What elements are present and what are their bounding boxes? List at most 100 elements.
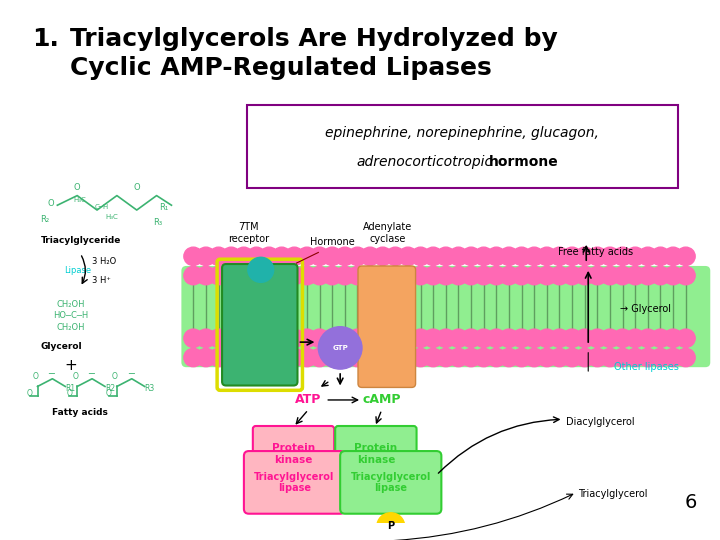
- Text: O: O: [72, 372, 78, 381]
- Circle shape: [260, 247, 279, 266]
- Circle shape: [361, 329, 379, 347]
- Circle shape: [550, 348, 569, 367]
- Circle shape: [260, 266, 279, 285]
- Circle shape: [348, 348, 367, 367]
- Circle shape: [285, 348, 304, 367]
- Text: Triacylglycerol
lipase: Triacylglycerol lipase: [351, 471, 431, 493]
- Circle shape: [562, 329, 582, 347]
- Text: Diacylglycerol: Diacylglycerol: [567, 417, 635, 427]
- Text: R₃: R₃: [153, 218, 163, 227]
- Text: ATP: ATP: [295, 394, 322, 407]
- FancyBboxPatch shape: [358, 266, 415, 387]
- Circle shape: [411, 329, 430, 347]
- Text: O: O: [133, 184, 140, 192]
- Text: Protein
kinase: Protein kinase: [272, 443, 315, 465]
- Circle shape: [676, 266, 696, 285]
- Circle shape: [487, 247, 505, 266]
- Circle shape: [197, 266, 215, 285]
- Text: ─: ─: [48, 369, 54, 379]
- Circle shape: [336, 247, 354, 266]
- Circle shape: [588, 247, 607, 266]
- Circle shape: [562, 266, 582, 285]
- Circle shape: [361, 247, 379, 266]
- Circle shape: [373, 348, 392, 367]
- Circle shape: [197, 348, 215, 367]
- Circle shape: [373, 247, 392, 266]
- Circle shape: [235, 266, 253, 285]
- Circle shape: [184, 266, 203, 285]
- Circle shape: [537, 247, 557, 266]
- Text: 6: 6: [685, 493, 698, 512]
- Circle shape: [575, 348, 594, 367]
- Circle shape: [373, 266, 392, 285]
- Circle shape: [386, 247, 405, 266]
- Text: cAMP: cAMP: [363, 394, 401, 407]
- Circle shape: [247, 348, 266, 367]
- Circle shape: [323, 348, 341, 367]
- Circle shape: [613, 329, 632, 347]
- Text: HO─C─H: HO─C─H: [53, 311, 88, 320]
- Circle shape: [197, 247, 215, 266]
- Text: P: P: [387, 521, 395, 531]
- Circle shape: [613, 348, 632, 367]
- Circle shape: [550, 329, 569, 347]
- Text: R3: R3: [145, 384, 155, 393]
- Text: Triacylglyceride: Triacylglyceride: [40, 236, 121, 245]
- Circle shape: [399, 329, 418, 347]
- FancyBboxPatch shape: [336, 426, 417, 482]
- Circle shape: [613, 266, 632, 285]
- Circle shape: [361, 348, 379, 367]
- Circle shape: [588, 266, 607, 285]
- Circle shape: [411, 266, 430, 285]
- Circle shape: [537, 348, 557, 367]
- Circle shape: [209, 266, 228, 285]
- Circle shape: [664, 348, 683, 367]
- Circle shape: [676, 247, 696, 266]
- Circle shape: [575, 247, 594, 266]
- Text: Cyclic AMP-Regulated Lipases: Cyclic AMP-Regulated Lipases: [71, 56, 492, 80]
- Text: O: O: [74, 184, 81, 192]
- Circle shape: [424, 247, 443, 266]
- Text: Free fatty acids: Free fatty acids: [559, 246, 634, 256]
- Circle shape: [525, 247, 544, 266]
- Circle shape: [639, 247, 657, 266]
- Circle shape: [310, 266, 329, 285]
- Circle shape: [197, 329, 215, 347]
- Circle shape: [500, 348, 518, 367]
- Circle shape: [626, 348, 644, 367]
- Text: Lipase: Lipase: [64, 266, 91, 275]
- Circle shape: [550, 266, 569, 285]
- FancyBboxPatch shape: [181, 266, 710, 367]
- Text: +: +: [64, 357, 76, 373]
- Circle shape: [562, 247, 582, 266]
- Circle shape: [600, 266, 619, 285]
- Circle shape: [323, 329, 341, 347]
- Circle shape: [487, 329, 505, 347]
- Circle shape: [613, 247, 632, 266]
- Circle shape: [664, 266, 683, 285]
- Circle shape: [512, 247, 531, 266]
- Circle shape: [386, 329, 405, 347]
- Text: R₁: R₁: [160, 202, 168, 212]
- Text: O: O: [66, 389, 72, 398]
- Circle shape: [222, 266, 240, 285]
- Text: Glycerol: Glycerol: [40, 342, 82, 351]
- Circle shape: [272, 266, 291, 285]
- Circle shape: [348, 329, 367, 347]
- Circle shape: [260, 348, 279, 367]
- Circle shape: [600, 247, 619, 266]
- Circle shape: [386, 266, 405, 285]
- Text: R2: R2: [105, 384, 115, 393]
- Circle shape: [525, 329, 544, 347]
- Circle shape: [626, 266, 644, 285]
- Circle shape: [525, 348, 544, 367]
- Circle shape: [462, 329, 480, 347]
- Circle shape: [373, 329, 392, 347]
- Circle shape: [525, 266, 544, 285]
- Circle shape: [436, 348, 455, 367]
- Text: epinephrine, norepinephrine, glucagon,: epinephrine, norepinephrine, glucagon,: [325, 126, 599, 140]
- Text: 3 H⁺: 3 H⁺: [92, 276, 111, 285]
- Text: Fatty acids: Fatty acids: [53, 408, 108, 417]
- Text: R₂: R₂: [40, 215, 50, 224]
- Text: hormone: hormone: [489, 155, 559, 169]
